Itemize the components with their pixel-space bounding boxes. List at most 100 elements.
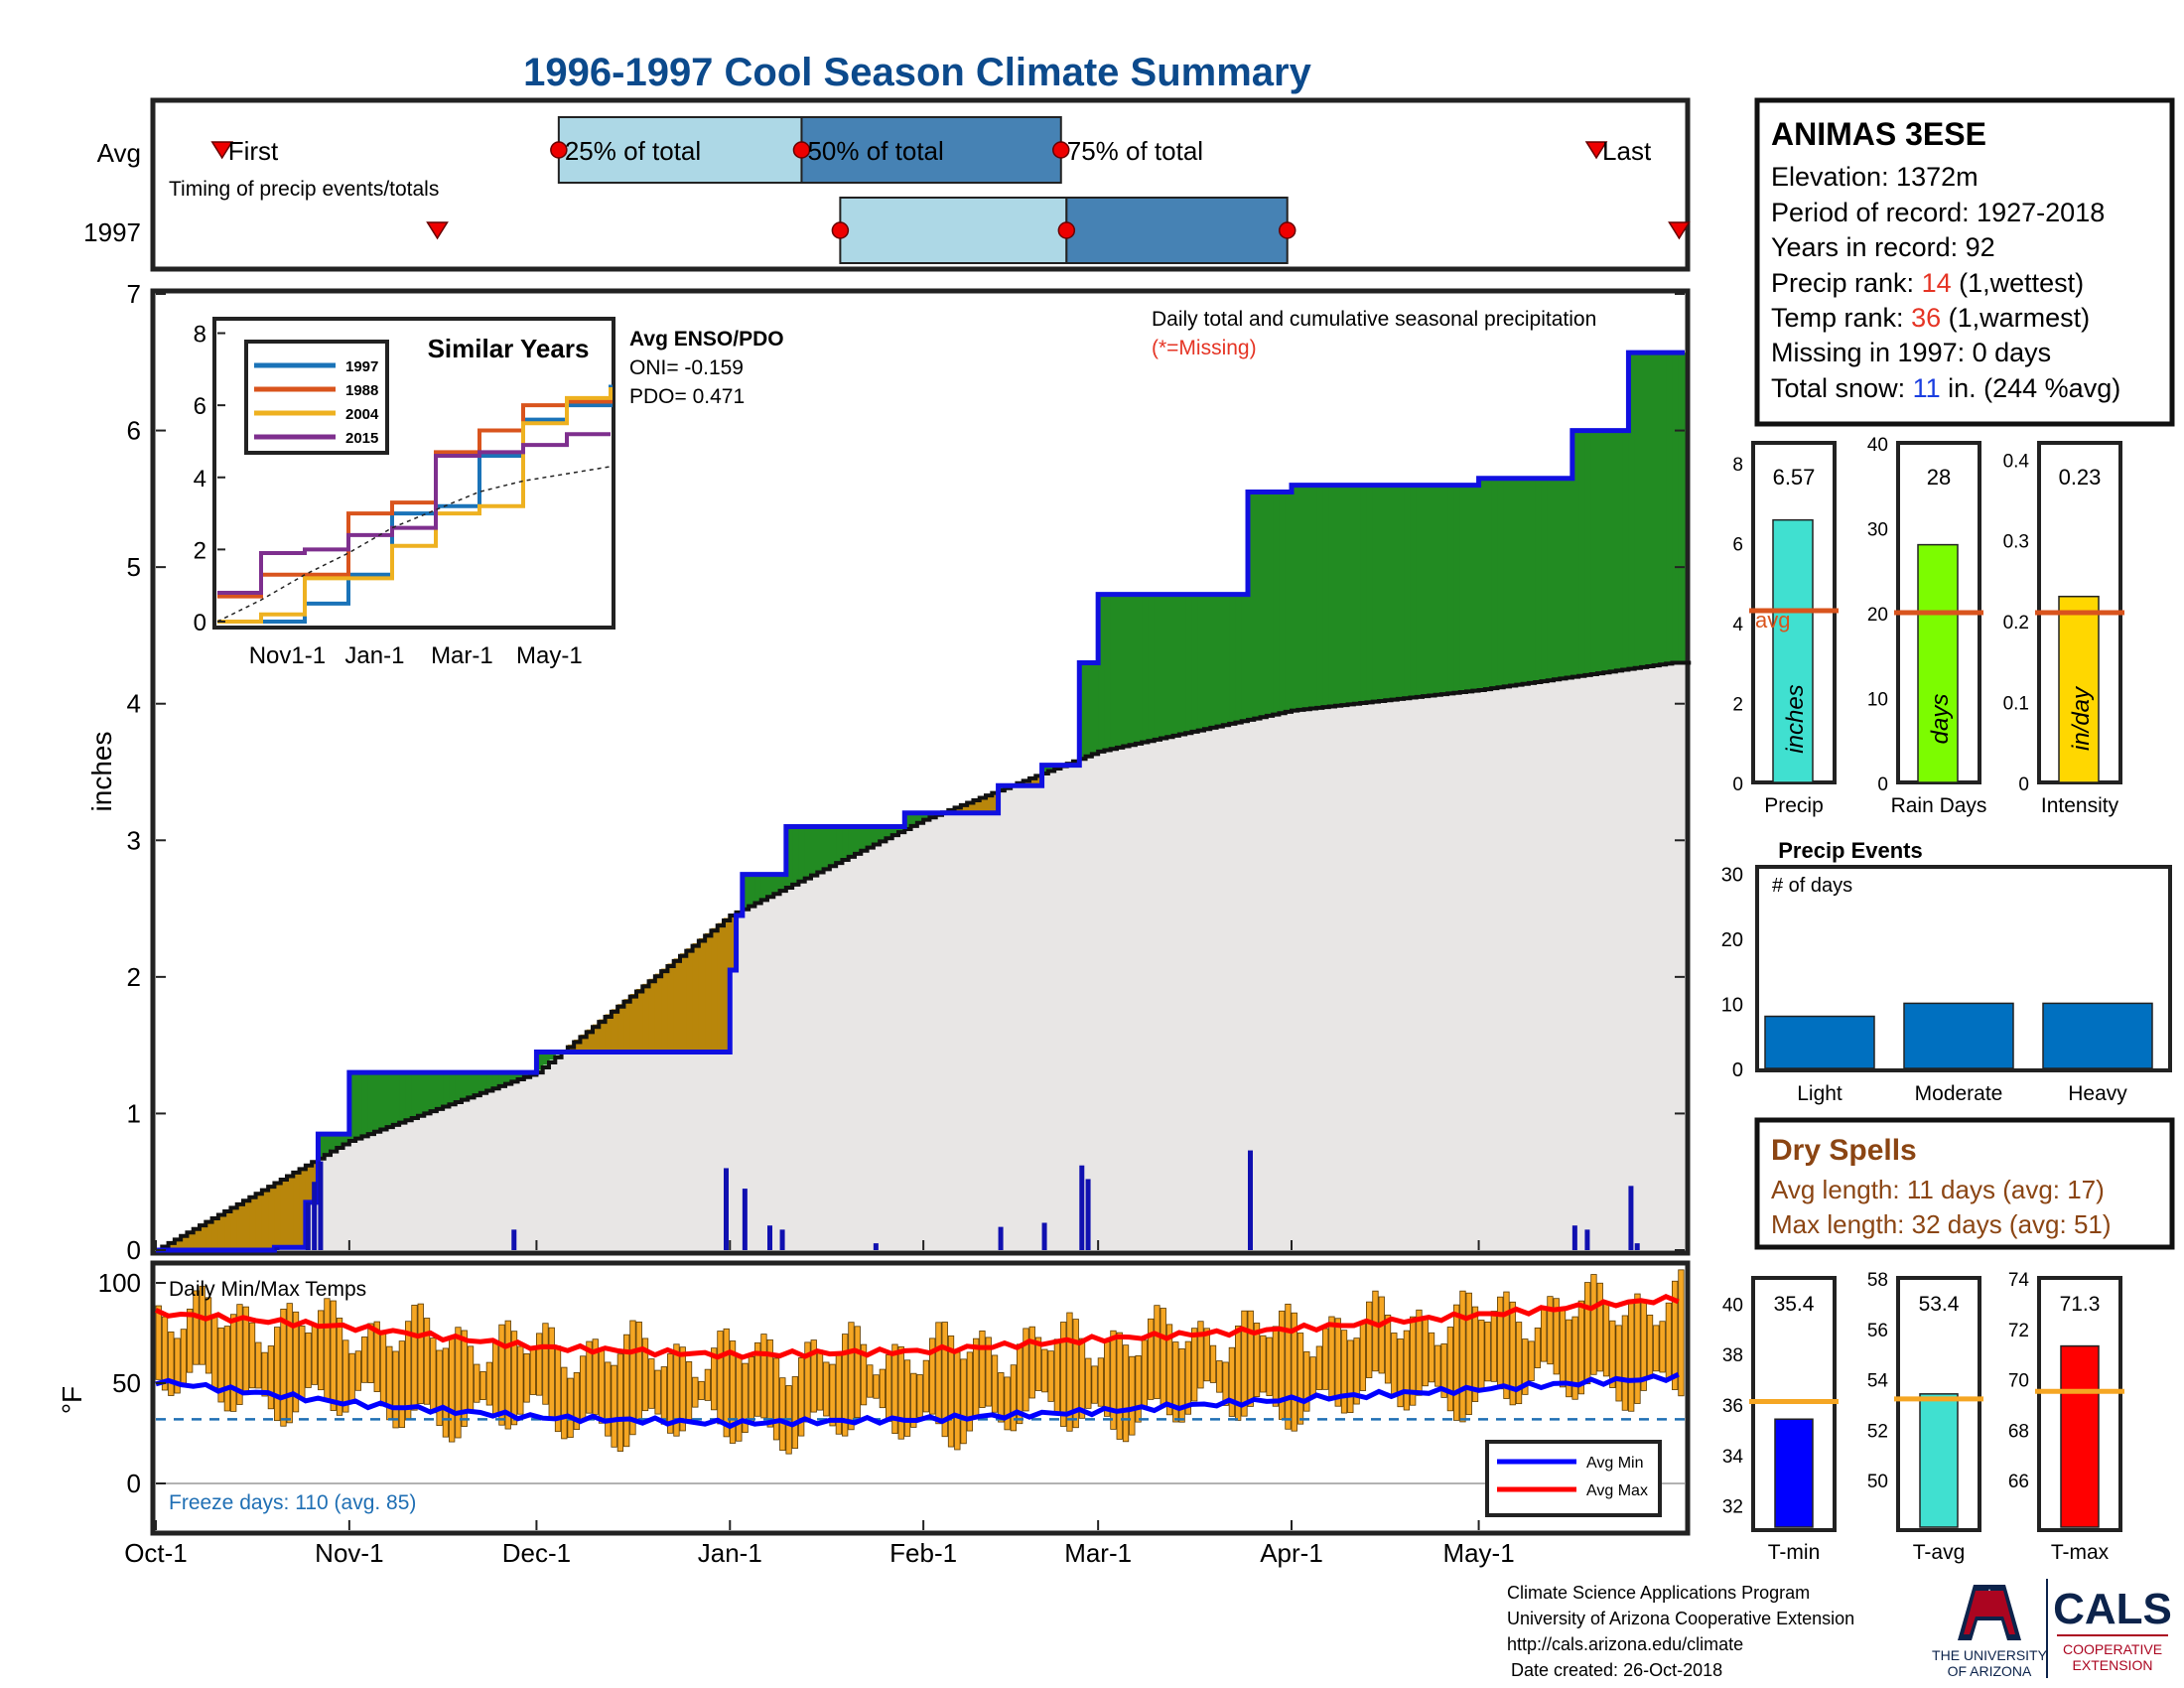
timing-box-upper bbox=[800, 116, 1062, 184]
below-avg-band bbox=[243, 1198, 250, 1250]
below-avg-band bbox=[580, 1034, 588, 1053]
daily-temp-bar bbox=[1566, 1319, 1572, 1398]
above-avg-band bbox=[1391, 485, 1399, 700]
above-avg-band bbox=[1328, 485, 1336, 707]
daily-temp-bar bbox=[891, 1343, 898, 1435]
daily-temp-bar bbox=[261, 1351, 268, 1397]
daily-temp-bar bbox=[455, 1327, 462, 1439]
daily-temp-bar bbox=[1465, 1292, 1472, 1415]
daily-temp-bar bbox=[1247, 1310, 1254, 1407]
daily-precip-bar bbox=[274, 1247, 280, 1250]
legend-avg-max: Avg Max bbox=[1586, 1482, 1648, 1499]
above-avg-band bbox=[1404, 485, 1412, 698]
above-avg-band bbox=[511, 1072, 519, 1081]
above-avg-band bbox=[749, 874, 756, 906]
daily-temp-bar bbox=[605, 1361, 612, 1437]
tstat-tick-label: 40 bbox=[1722, 1295, 1743, 1316]
above-avg-band bbox=[405, 1072, 413, 1120]
tstat-bar-T-avg bbox=[1919, 1393, 1959, 1528]
below-avg-band bbox=[686, 948, 694, 1053]
timing-panel: First 25% of total 50% of total 75% of tota… bbox=[83, 97, 1691, 272]
daily-temp-bar bbox=[1428, 1332, 1435, 1383]
daily-temp-bar bbox=[685, 1361, 693, 1420]
above-avg-band bbox=[792, 826, 800, 884]
daily-temp-bar bbox=[673, 1343, 680, 1437]
above-avg-band bbox=[1197, 594, 1205, 730]
daily-temp-bar bbox=[860, 1343, 868, 1406]
daily-temp-bar bbox=[529, 1346, 537, 1395]
daily-temp-bar bbox=[274, 1327, 281, 1422]
daily-temp-bar bbox=[492, 1341, 499, 1416]
daily-temp-bar bbox=[1628, 1300, 1635, 1412]
daily-temp-bar bbox=[1141, 1339, 1149, 1409]
daily-temp-bar bbox=[211, 1315, 218, 1388]
tstat-tick-label: 70 bbox=[2008, 1371, 2029, 1392]
above-avg-band bbox=[331, 1134, 338, 1150]
above-avg-band bbox=[1653, 352, 1661, 665]
main-ytick-label: 6 bbox=[127, 416, 141, 446]
daily-temp-bar bbox=[1359, 1322, 1367, 1391]
above-avg-band bbox=[1385, 485, 1393, 700]
daily-temp-bar bbox=[1047, 1350, 1054, 1402]
daily-temp-bar bbox=[354, 1350, 362, 1391]
above-avg-band bbox=[891, 826, 899, 834]
timing-box-upper bbox=[1065, 197, 1289, 264]
inset-ytick-label: 6 bbox=[194, 393, 206, 420]
below-avg-band bbox=[274, 1181, 282, 1248]
above-avg-band bbox=[1210, 594, 1218, 728]
daily-temp-bar bbox=[1590, 1274, 1597, 1375]
daily-temp-bar bbox=[1053, 1338, 1061, 1416]
event-label: Moderate bbox=[1915, 1082, 2003, 1105]
daily-temp-bar bbox=[779, 1377, 786, 1452]
dry-spells-max: Max length: 32 days (avg: 51) bbox=[1771, 1209, 2112, 1239]
daily-temp-bar bbox=[1165, 1324, 1173, 1416]
below-avg-band bbox=[287, 1174, 294, 1248]
above-avg-band bbox=[904, 812, 912, 828]
daily-temp-bar bbox=[910, 1372, 917, 1428]
daily-temp-bar bbox=[193, 1290, 200, 1365]
stat-bar-Precip bbox=[1772, 518, 1814, 783]
daily-temp-bar bbox=[1004, 1376, 1011, 1431]
observed-cumulative-line bbox=[156, 350, 1685, 1253]
above-avg-band bbox=[1672, 352, 1680, 663]
above-avg-band bbox=[436, 1072, 444, 1108]
below-avg-band bbox=[623, 999, 631, 1053]
daily-temp-bar bbox=[280, 1308, 287, 1427]
daily-precip-bar bbox=[318, 1161, 324, 1250]
tstat-bar-T-min bbox=[1774, 1418, 1814, 1528]
daily-temp-bar bbox=[897, 1345, 904, 1440]
below-avg-band bbox=[724, 917, 731, 1053]
daily-temp-bar bbox=[292, 1311, 300, 1413]
above-avg-band bbox=[1379, 485, 1386, 701]
daily-temp-bar bbox=[679, 1346, 686, 1432]
daily-temp-bar bbox=[816, 1349, 824, 1411]
daily-temp-bar bbox=[1416, 1309, 1423, 1396]
above-avg-band bbox=[1098, 594, 1106, 752]
above-avg-band bbox=[361, 1072, 369, 1136]
above-avg-band bbox=[1204, 594, 1211, 729]
timing-box-lower bbox=[839, 197, 1068, 264]
inset-xtick-label: Mar-1 bbox=[431, 642, 493, 669]
above-avg-band bbox=[517, 1072, 525, 1078]
main-missing-note: (*=Missing) bbox=[1152, 337, 1257, 359]
above-avg-band bbox=[742, 874, 750, 909]
daily-temp-bar bbox=[648, 1358, 655, 1409]
daily-temp-bar bbox=[1609, 1320, 1616, 1388]
above-avg-band bbox=[1484, 478, 1492, 689]
above-avg-band bbox=[1571, 430, 1579, 677]
daily-temp-bar bbox=[236, 1304, 243, 1405]
above-avg-band bbox=[1516, 478, 1524, 685]
below-avg-band bbox=[1035, 774, 1043, 786]
above-avg-band bbox=[337, 1134, 344, 1147]
daily-temp-bar bbox=[217, 1327, 224, 1403]
daily-temp-bar bbox=[791, 1376, 799, 1449]
timing-marker-label: 75% of total bbox=[1067, 136, 1203, 166]
daily-temp-bar bbox=[842, 1334, 849, 1437]
x-tick-label: Apr-1 bbox=[1260, 1538, 1323, 1568]
above-avg-band bbox=[1303, 485, 1311, 709]
above-avg-band bbox=[1079, 662, 1087, 759]
daily-precip-bar bbox=[873, 1243, 879, 1250]
daily-temp-bar bbox=[379, 1332, 387, 1407]
daily-temp-bar bbox=[561, 1366, 568, 1440]
daily-temp-bar bbox=[985, 1336, 992, 1407]
